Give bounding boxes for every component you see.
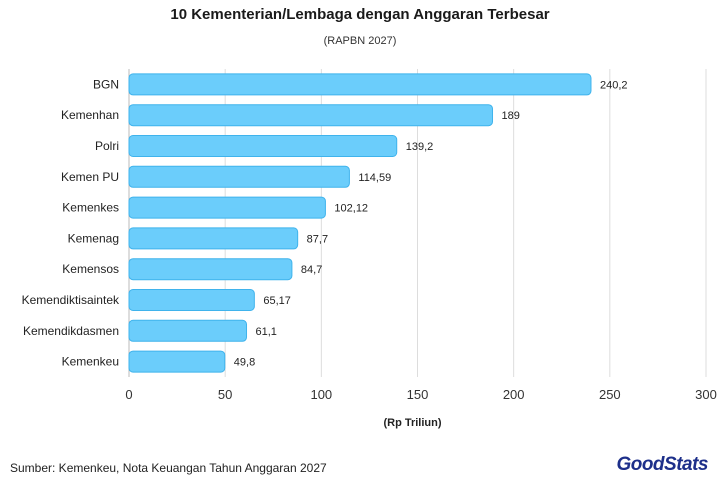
bar <box>128 196 326 219</box>
category-label: Kemen PU <box>61 170 119 184</box>
bar <box>128 319 248 342</box>
bar <box>128 73 592 96</box>
bar <box>128 165 350 188</box>
bar <box>128 289 255 311</box>
category-label: Polri <box>95 139 119 153</box>
bar <box>128 135 398 157</box>
bar <box>128 227 299 250</box>
x-tick-label: 200 <box>503 387 525 402</box>
category-label: Kemenkeu <box>62 355 119 369</box>
chart-title: 10 Kementerian/Lembaga dengan Anggaran T… <box>170 6 550 23</box>
category-label: Kemenag <box>68 231 119 245</box>
data-label: 114,59 <box>358 172 391 184</box>
category-label: Kemenkes <box>62 201 119 215</box>
data-label: 65,17 <box>263 295 291 307</box>
x-tick-label: 100 <box>310 387 332 402</box>
chart-subtitle: (RAPBN 2027) <box>323 35 397 47</box>
data-label: 49,8 <box>234 357 255 369</box>
data-label: 102,12 <box>334 203 368 215</box>
x-tick-label: 50 <box>218 387 232 402</box>
data-label: 240,2 <box>600 79 628 91</box>
bar-chart: 0 50 100 150 200 250 300 BGN 240,2 Kemenhan 189 Pol… <box>22 69 717 429</box>
x-tick-label: 150 <box>407 387 429 402</box>
data-label: 139,2 <box>406 141 434 153</box>
goodstats-logo: GoodStats <box>616 454 708 475</box>
x-axis-label: (Rp Triliun) <box>383 417 441 429</box>
bar <box>128 350 226 373</box>
category-label: BGN <box>93 77 119 91</box>
category-label: Kemendikdasmen <box>23 324 119 338</box>
x-tick-label: 0 <box>125 387 132 402</box>
data-label: 84,7 <box>301 264 322 276</box>
data-label: 87,7 <box>307 233 328 245</box>
data-label: 189 <box>502 110 520 122</box>
category-label: Kemensos <box>62 262 119 276</box>
source-note: Sumber: Kemenkeu, Nota Keuangan Tahun An… <box>10 461 327 475</box>
x-tick-label: 300 <box>695 387 717 402</box>
bar <box>128 104 494 127</box>
data-label: 61,1 <box>256 326 277 338</box>
category-label: Kemendiktisaintek <box>22 293 120 307</box>
bar <box>128 258 293 281</box>
x-tick-label: 250 <box>599 387 621 402</box>
category-label: Kemenhan <box>61 108 119 122</box>
